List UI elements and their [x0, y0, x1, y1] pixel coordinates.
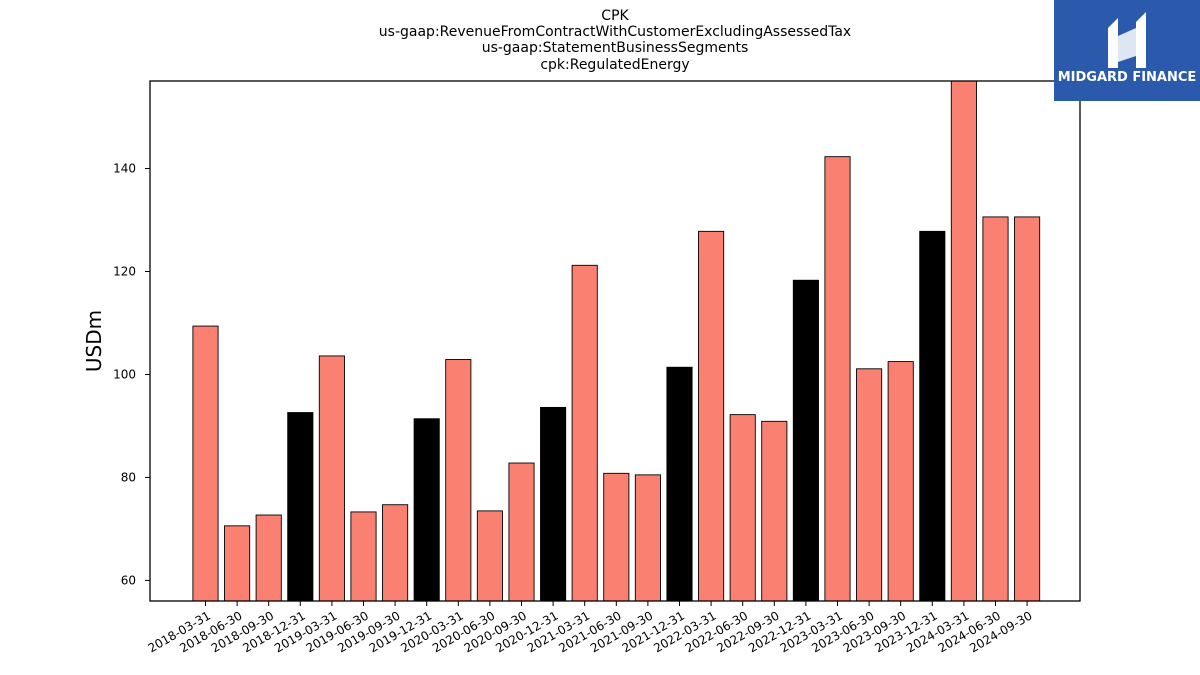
bar-2022-12-31	[792, 279, 819, 602]
bar-2018-09-30	[255, 514, 282, 602]
bar-2018-12-31	[287, 412, 314, 602]
title-line-4: cpk:RegulatedEnergy	[540, 57, 689, 73]
bar-2021-09-30	[634, 474, 661, 602]
bar-2019-06-30	[350, 511, 377, 602]
title-line-1: CPK	[601, 8, 629, 24]
bar-2020-03-31	[445, 359, 472, 602]
bar-2023-12-31	[919, 230, 946, 602]
y-tick-label: 140	[113, 162, 136, 176]
bar-2020-12-31	[540, 406, 567, 602]
y-tick-label: 120	[113, 264, 136, 278]
title-line-2: us-gaap:RevenueFromContractWithCustomerE…	[379, 24, 851, 40]
y-axis-ticks: 60 80 100 120 140	[113, 162, 150, 587]
logo: MIDGARD FINANCE	[1054, 0, 1200, 101]
title-line-3: us-gaap:StatementBusinessSegments	[482, 40, 749, 56]
logo-text: MIDGARD FINANCE	[1058, 70, 1197, 85]
bar-2021-06-30	[603, 472, 630, 602]
bar-2024-09-30	[1014, 216, 1041, 602]
bar-2019-03-31	[318, 355, 345, 602]
bar-2022-09-30	[761, 420, 788, 602]
plot-frame	[149, 80, 1081, 602]
y-tick-label: 100	[113, 367, 136, 381]
midgard-logo-icon	[1108, 12, 1146, 68]
bar-2022-03-31	[698, 230, 725, 602]
bar-2018-06-30	[224, 525, 251, 602]
bar-2023-09-30	[887, 361, 914, 602]
bar-2024-03-31	[950, 80, 977, 602]
bar-2022-06-30	[729, 414, 756, 602]
bar-2018-03-31	[192, 325, 219, 602]
x-axis-ticks: 2018-03-312018-06-302018-09-302018-12-31…	[146, 601, 1035, 655]
bar-2023-03-31	[824, 156, 851, 602]
bar-2019-12-31	[413, 418, 440, 602]
bar-2020-06-30	[476, 510, 503, 602]
y-tick-label: 60	[121, 573, 136, 587]
bar-2021-12-31	[666, 366, 693, 602]
bar-2023-06-30	[856, 368, 883, 602]
chart-title: CPK us-gaap:RevenueFromContractWithCusto…	[379, 8, 851, 73]
bars-group	[192, 80, 1041, 602]
bar-2019-09-30	[382, 504, 409, 602]
bar-2021-03-31	[571, 264, 598, 602]
bar-2024-06-30	[982, 216, 1009, 602]
bar-2020-09-30	[508, 462, 535, 602]
y-axis-label: USDm	[82, 310, 106, 372]
y-tick-label: 80	[121, 470, 136, 484]
